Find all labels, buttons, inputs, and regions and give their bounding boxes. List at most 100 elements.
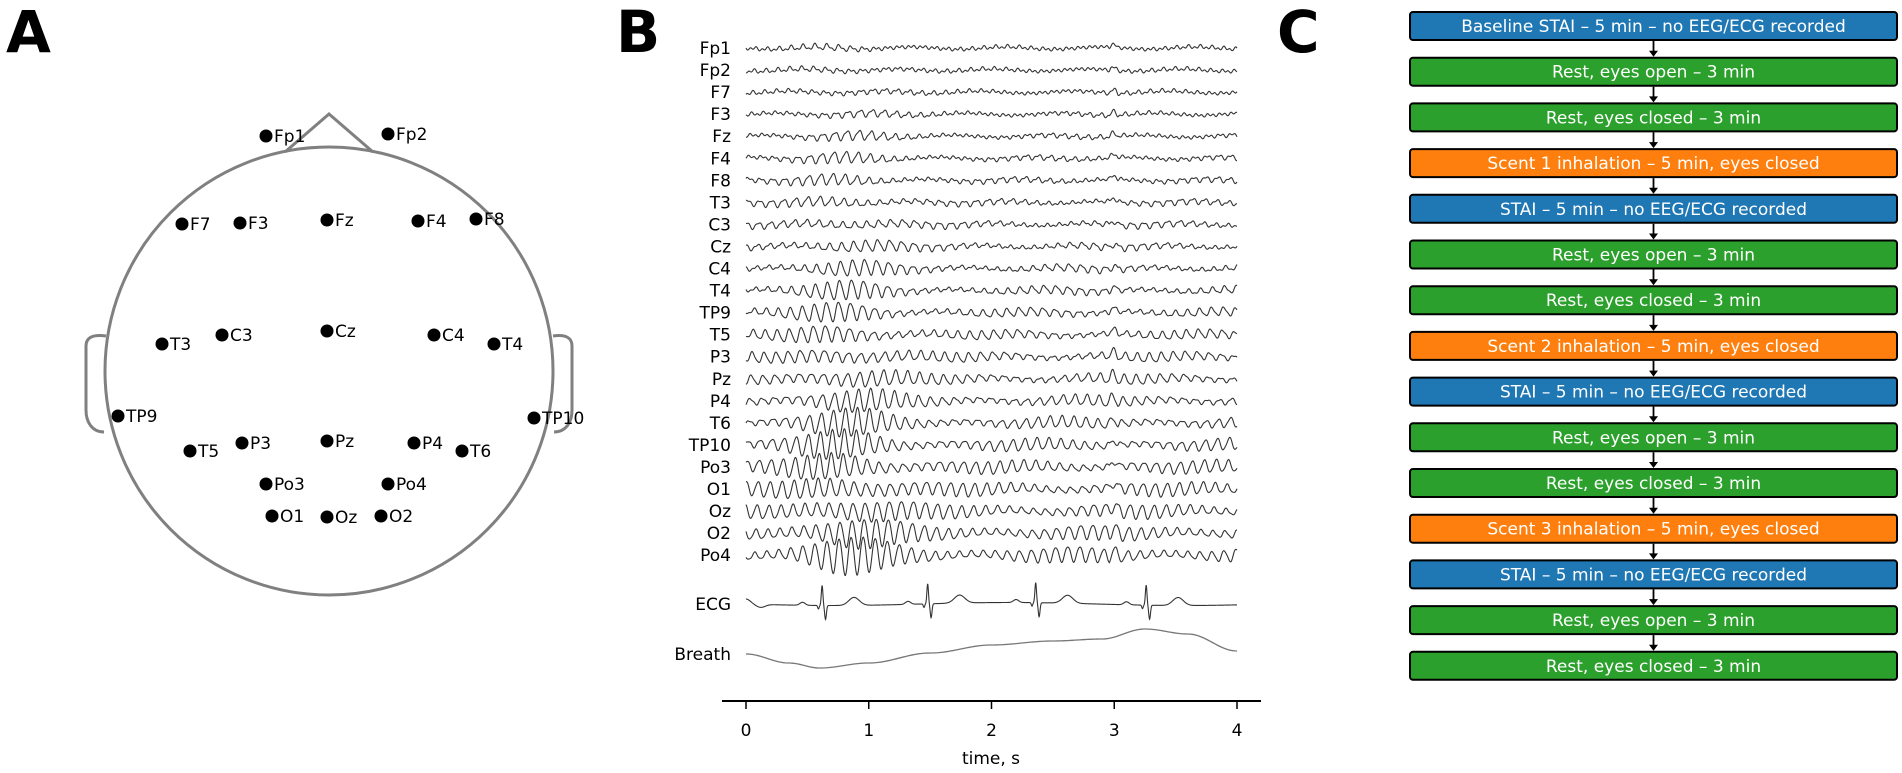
breath-waveform (745, 628, 1238, 669)
protocol-step-13: STAI – 5 min – no EEG/ECG recorded (1409, 559, 1898, 590)
step-box (1409, 148, 1898, 179)
electrode-label: Po4 (396, 475, 427, 495)
electrode-label: Fz (335, 211, 354, 231)
electrode-dot (320, 510, 334, 524)
tick-label: 1 (863, 721, 874, 741)
electrode-fp1: Fp1 (259, 127, 305, 147)
step-box (1409, 422, 1898, 453)
flow-arrow (1649, 360, 1658, 377)
step-label: STAI – 5 min – no EEG/ECG recorded (1500, 383, 1807, 403)
eeg-waveform (745, 87, 1238, 97)
step-label: Rest, eyes closed – 3 min (1546, 108, 1761, 128)
channel-label: F3 (710, 105, 731, 125)
electrode-markers: Fp1 Fp2 F7 F3 Fz F4 F8 T3 C3 Cz C4 T4 TP9 TP10 T5 P3 Pz P… (111, 125, 584, 528)
channel-label: O2 (707, 524, 731, 544)
arrow-head (1649, 370, 1658, 377)
electrode-dot (259, 129, 273, 143)
electrode-tp10: TP10 (527, 409, 584, 429)
electrode-label: Oz (335, 508, 357, 528)
arrow-head (1649, 279, 1658, 286)
step-box (1409, 239, 1898, 270)
electrode-label: P4 (422, 434, 443, 454)
tick-label: 4 (1232, 721, 1243, 741)
protocol-step-10: Rest, eyes open – 3 min (1409, 422, 1898, 453)
eeg-waveform (745, 406, 1238, 438)
time-tick: 2 (986, 701, 997, 741)
electrode-dot (455, 444, 469, 458)
flow-arrow (1649, 498, 1658, 514)
channel-label: C4 (708, 260, 731, 280)
flow-arrow (1649, 178, 1658, 194)
electrode-label: T5 (197, 442, 219, 462)
trace-fp1: Fp1 (700, 39, 1238, 59)
tick-label: 0 (741, 721, 752, 741)
flow-arrow (1649, 132, 1658, 149)
electrode-label: TP9 (125, 407, 157, 427)
electrode-t4: T4 (487, 335, 523, 355)
step-label: Rest, eyes open – 3 min (1552, 246, 1755, 266)
time-tick: 3 (1109, 701, 1120, 741)
trace-f8: F8 (710, 171, 1238, 191)
flow-arrow (1649, 315, 1658, 331)
electrode-f3: F3 (233, 214, 269, 234)
channel-label: Pz (712, 370, 731, 390)
eeg-waveform (745, 258, 1238, 277)
channel-label: Fp2 (700, 61, 731, 81)
head-diagram (84, 112, 574, 597)
step-box (1409, 513, 1898, 544)
eeg-waveform (745, 536, 1238, 577)
electrode-dot (235, 436, 249, 450)
electrode-dot (374, 509, 388, 523)
nose-outline (284, 112, 374, 154)
electrode-t6: T6 (455, 442, 491, 462)
channel-label: P3 (710, 348, 731, 368)
electrode-dot (411, 214, 425, 228)
channel-label: T3 (709, 193, 731, 213)
channel-label: T4 (709, 282, 731, 302)
trace-o2: O2 (707, 518, 1238, 551)
protocol-step-15: Rest, eyes closed – 3 min (1409, 650, 1898, 681)
electrode-po3: Po3 (259, 475, 305, 495)
tick-label: 2 (986, 721, 997, 741)
trace-cz: Cz (710, 237, 1238, 257)
electrode-o2: O2 (374, 507, 413, 527)
step-box (1409, 102, 1898, 133)
trace-ecg: ECG (695, 582, 1238, 621)
arrow-head (1649, 553, 1658, 560)
arrow-head (1649, 599, 1658, 606)
electrode-label: F7 (190, 215, 211, 235)
channel-label: Fz (712, 127, 731, 147)
channel-label: Po3 (700, 458, 731, 478)
eeg-waveform (745, 108, 1238, 120)
eeg-waveform (745, 518, 1238, 551)
step-label: Rest, eyes closed – 3 min (1546, 657, 1761, 677)
electrode-dot (175, 217, 189, 231)
panel-a: A Fp1 Fp2 F7 F3 Fz F4 F8 T3 C3 Cz C4 T4 TP9 TP10 T5 P3 P… (6, 0, 584, 597)
electrode-oz: Oz (320, 508, 357, 528)
protocol-step-7: Rest, eyes closed – 3 min (1409, 285, 1898, 316)
step-box (1409, 468, 1898, 498)
electrode-label: F4 (426, 212, 447, 232)
arrow-head (1649, 644, 1658, 651)
electrode-label: O1 (280, 507, 304, 527)
channel-label: Fp1 (700, 39, 731, 59)
electrode-dot (155, 337, 169, 351)
arrow-head (1649, 142, 1658, 149)
channel-label: ECG (695, 595, 731, 615)
channel-label: F7 (710, 83, 731, 103)
arrow-head (1649, 187, 1658, 194)
tick-label: 3 (1109, 721, 1120, 741)
panel-c-letter: C (1277, 0, 1320, 66)
electrode-label: Fp1 (274, 127, 305, 147)
eeg-waveform (745, 279, 1238, 301)
electrode-fp2: Fp2 (381, 125, 427, 145)
head-outline (103, 145, 555, 597)
step-label: STAI – 5 min – no EEG/ECG recorded (1500, 200, 1807, 220)
protocol-step-2: Rest, eyes open – 3 min (1409, 56, 1898, 87)
protocol-step-14: Rest, eyes open – 3 min (1409, 605, 1898, 636)
protocol-step-5: STAI – 5 min – no EEG/ECG recorded (1409, 193, 1898, 224)
eeg-waveform (745, 387, 1238, 414)
eeg-waveform (745, 218, 1238, 231)
panel-b-letter: B (616, 0, 660, 66)
